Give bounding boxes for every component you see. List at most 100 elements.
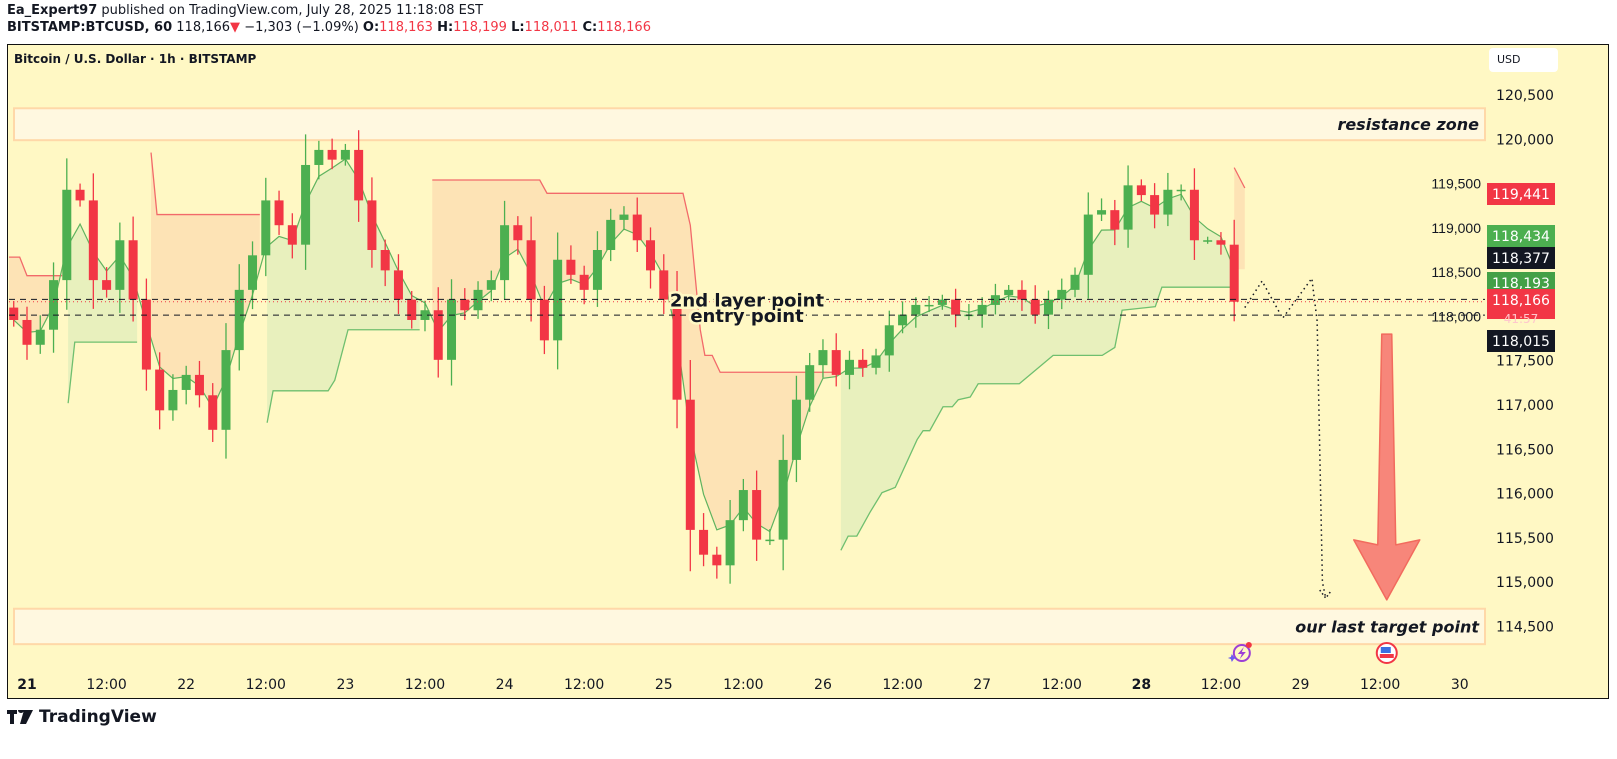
candle-down [566, 245, 576, 284]
candle-body [699, 529, 709, 555]
candle-body [1123, 185, 1133, 230]
candle-up [818, 339, 828, 378]
earnings-lightning-icon[interactable] [1227, 642, 1252, 662]
candle-body [1150, 195, 1160, 215]
candle-down [539, 285, 549, 355]
price-badge-value: 118,166 [1492, 293, 1550, 309]
symbol: BITSTAMP:BTCUSD, 60 [7, 20, 173, 35]
zone-label: our last target point [1295, 617, 1480, 636]
candle-up [844, 350, 854, 390]
candle-up [340, 143, 350, 166]
us-flag-icon[interactable] [1375, 642, 1398, 664]
candle-up [990, 283, 1000, 315]
zone-box [13, 607, 1486, 646]
x-tick-label: 25 [655, 677, 673, 693]
candle-body [181, 374, 191, 390]
candle-body [1097, 210, 1107, 215]
candle-body [407, 299, 417, 320]
bar-countdown: 41:57 [1504, 312, 1539, 326]
candle-down [327, 138, 337, 170]
price-badge-value: 119,441 [1492, 187, 1550, 203]
candle-body [155, 369, 165, 411]
candle-up [500, 200, 510, 300]
candle-down [1216, 232, 1226, 255]
candle-body [75, 189, 85, 201]
level-label: entry point [690, 306, 804, 327]
candle-up [725, 500, 735, 584]
candle-down [274, 190, 284, 235]
currency-button[interactable]: USD [1489, 48, 1558, 72]
candle-down [393, 254, 403, 314]
candle-body [725, 520, 735, 566]
candle-body [791, 399, 801, 460]
candle-down [579, 265, 589, 305]
candle-down [1110, 199, 1120, 246]
candle-body [884, 325, 894, 356]
x-tick-label: 12:00 [723, 677, 763, 693]
candle-body [500, 225, 510, 281]
candle-body [433, 310, 443, 360]
candle-body [261, 200, 271, 256]
candle-up [884, 310, 894, 372]
candle-up [1004, 284, 1014, 301]
candle-up [486, 270, 496, 302]
y-tick-label: 117,500 [1496, 354, 1554, 370]
candle-body [1083, 214, 1093, 275]
candle-body [380, 250, 390, 271]
candle-up [35, 315, 45, 354]
y-tick-label: 116,000 [1496, 487, 1554, 503]
x-tick-label: 12:00 [882, 677, 922, 693]
y-tick-label: 115,500 [1496, 531, 1554, 547]
tradingview-logo[interactable]: TradingView [7, 707, 157, 727]
author[interactable]: Ea_Expert97 [7, 3, 98, 18]
candle-body [937, 299, 947, 305]
candle-up [937, 294, 947, 310]
x-tick-label: 12:00 [1201, 677, 1241, 693]
candle-up [248, 241, 258, 310]
candle-down [1150, 183, 1160, 229]
y-tick-label: 119,500 [1431, 176, 1481, 192]
candle-body [606, 219, 616, 251]
candle-body [765, 539, 775, 542]
candle-body [128, 240, 138, 300]
candle-body [367, 200, 377, 251]
y-tick-label: 116,500 [1496, 442, 1554, 458]
candle-body [340, 149, 350, 160]
candle-body [460, 299, 470, 311]
high-value: 118,199 [453, 20, 507, 35]
candle-up [447, 279, 457, 386]
candle-up [805, 352, 815, 412]
candle-down [1017, 280, 1027, 311]
candle-body [831, 350, 841, 375]
candle-up [420, 300, 430, 332]
candle-body [301, 164, 311, 245]
candle-body [486, 280, 496, 290]
candle-body [539, 299, 549, 341]
candle-body [62, 189, 72, 281]
x-tick-label: 12:00 [1042, 677, 1082, 693]
price-badge-value: 118,193 [1492, 276, 1550, 292]
candle-body [1030, 299, 1040, 315]
candle-body [1070, 274, 1080, 290]
candle-down [75, 183, 85, 207]
candle-down [287, 213, 297, 259]
candle-body [592, 250, 602, 290]
candle-body [685, 399, 695, 530]
candle-body [1189, 189, 1199, 241]
candle-body [354, 149, 364, 201]
close-label: C: [582, 20, 598, 35]
candle-body [393, 270, 403, 300]
candle-down [88, 173, 98, 309]
flag-canton [1380, 647, 1391, 653]
candle-body [672, 299, 682, 400]
y-tick-label: 118,000 [1431, 308, 1481, 324]
candle-up [49, 262, 59, 353]
price-badge [1487, 289, 1555, 319]
candle-body [234, 289, 244, 351]
projection-path [1244, 276, 1327, 599]
x-tick-label: 12:00 [405, 677, 445, 693]
x-tick-label: 12:00 [1360, 677, 1400, 693]
candle-up [301, 134, 311, 270]
candle-body [287, 225, 297, 245]
